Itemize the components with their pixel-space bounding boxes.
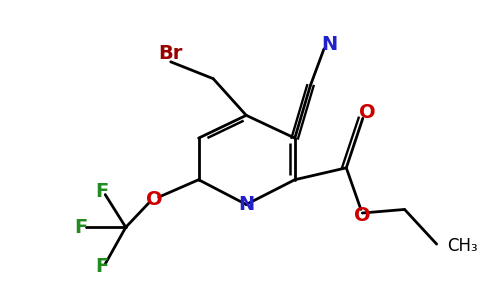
Text: O: O <box>354 206 371 226</box>
Text: Br: Br <box>159 44 183 63</box>
Text: F: F <box>95 182 108 201</box>
Text: N: N <box>321 35 338 54</box>
Text: O: O <box>146 190 162 209</box>
Text: F: F <box>75 218 88 237</box>
Text: F: F <box>95 257 108 276</box>
Text: O: O <box>359 103 376 122</box>
Text: N: N <box>238 195 255 214</box>
Text: CH₃: CH₃ <box>447 238 478 256</box>
